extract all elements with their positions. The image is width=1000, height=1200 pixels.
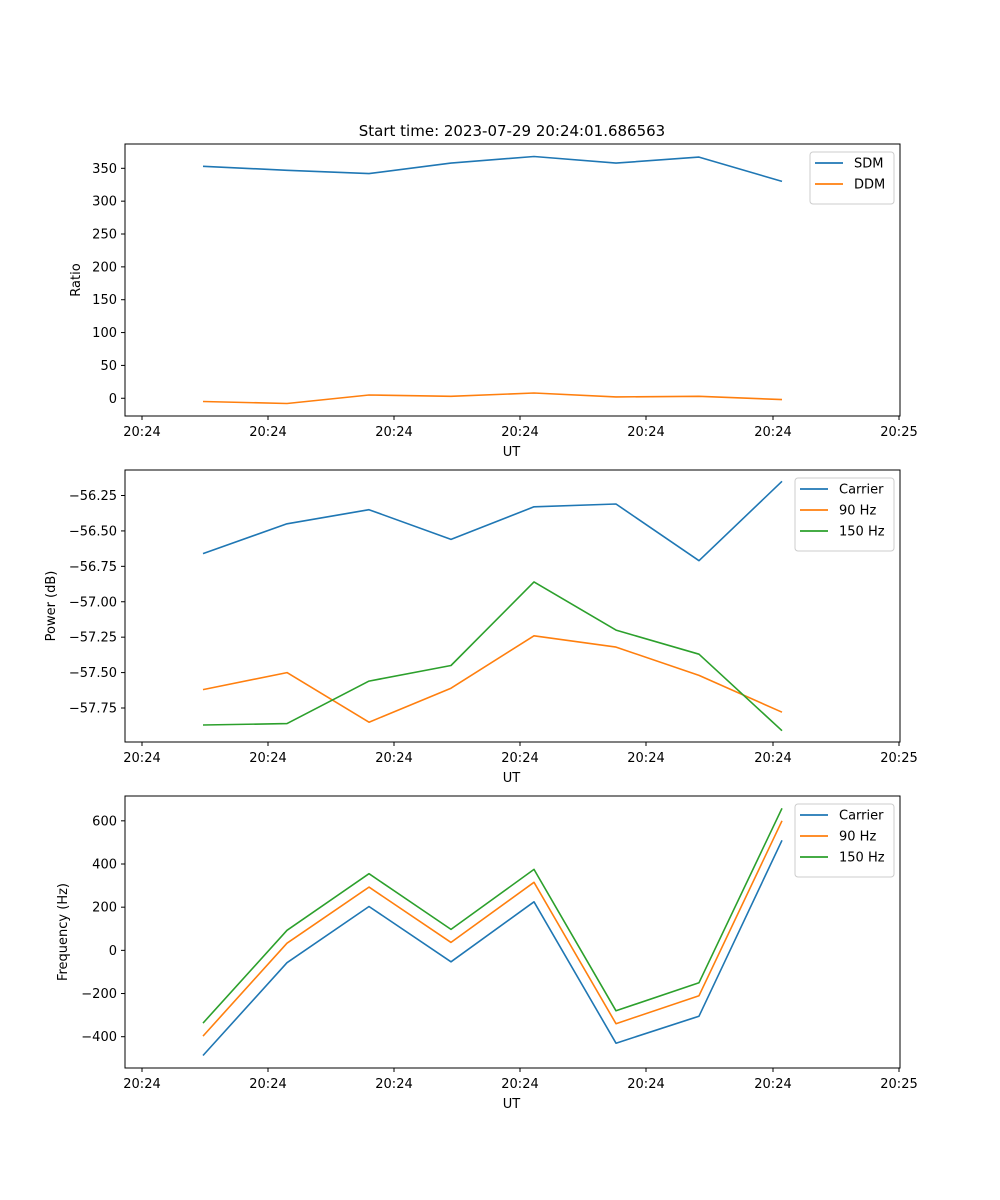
x-axis-label: UT (503, 445, 521, 460)
y-tick-label: −57.50 (69, 666, 117, 681)
legend-entry: SDM (854, 157, 883, 172)
y-tick-label: −57.25 (69, 631, 117, 646)
legend: Carrier 90 Hz 150 Hz (794, 477, 895, 552)
legend-entry: 150 Hz (839, 525, 885, 540)
series-line-ddm (202, 392, 783, 405)
y-tick-label: −56.50 (69, 524, 117, 539)
series-line-sdm (202, 155, 783, 183)
legend-entry: Carrier (839, 809, 884, 824)
x-tick-label: 20:25 (880, 425, 917, 440)
legend-entry: 150 Hz (839, 851, 885, 866)
subplot-1: 20:24 20:24 20:24 20:24 20:24 20:24 20:25 0 50 10… (69, 143, 918, 460)
x-tick-label: 20:24 (249, 751, 286, 766)
series-line-carrier (202, 839, 783, 1057)
x-tick-label: 20:24 (375, 425, 412, 440)
x-tick-label: 20:24 (375, 751, 412, 766)
x-tick-label: 20:24 (501, 1077, 538, 1092)
x-tick-label: 20:24 (754, 1077, 791, 1092)
legend-entry: DDM (854, 178, 885, 193)
x-tick-label: 20:24 (501, 751, 538, 766)
x-tick-label: 20:25 (880, 751, 917, 766)
series-line-carrier (202, 480, 783, 562)
y-tick-label: 400 (92, 858, 117, 873)
axes-frame (124, 469, 901, 743)
y-tick-label: −57.00 (69, 595, 117, 610)
legend-box (809, 151, 895, 205)
x-tick-label: 20:25 (880, 1077, 917, 1092)
x-tick-label: 20:24 (627, 751, 664, 766)
subplot-2: 20:24 20:24 20:24 20:24 20:24 20:24 20:25 −57.7… (44, 469, 918, 786)
y-tick-label: 300 (92, 195, 117, 210)
y-tick-label: −56.75 (69, 560, 117, 575)
y-tick-label: −57.75 (69, 702, 117, 717)
x-tick-label: 20:24 (375, 1077, 412, 1092)
x-tick-label: 20:24 (627, 425, 664, 440)
x-tick-label: 20:24 (123, 751, 160, 766)
legend-entry: 90 Hz (839, 830, 876, 845)
y-tick-label: 200 (92, 901, 117, 916)
x-axis-label: UT (503, 1097, 521, 1112)
x-tick-label: 20:24 (754, 425, 791, 440)
legend-box (794, 803, 895, 878)
y-axis-label: Frequency (Hz) (56, 883, 71, 981)
y-tick-label: 0 (109, 944, 117, 959)
series-line-90-hz (202, 820, 783, 1037)
y-tick-label: 0 (109, 392, 117, 407)
axes-frame (124, 143, 901, 417)
x-tick-label: 20:24 (123, 425, 160, 440)
plots-container: 20:24 20:24 20:24 20:24 20:24 20:24 20:25 0 50 10… (44, 143, 918, 1112)
y-tick-label: 250 (92, 228, 117, 243)
x-tick-label: 20:24 (123, 1077, 160, 1092)
y-tick-label: 600 (92, 814, 117, 829)
legend-entry: Carrier (839, 483, 884, 498)
y-axis-label: Power (dB) (44, 571, 59, 642)
y-tick-label: 200 (92, 260, 117, 275)
series-line-150-hz (202, 807, 783, 1024)
x-tick-label: 20:24 (249, 1077, 286, 1092)
legend: Carrier 90 Hz 150 Hz (794, 803, 895, 878)
x-tick-label: 20:24 (501, 425, 538, 440)
y-tick-label: −56.25 (69, 489, 117, 504)
chart-title: Start time: 2023-07-29 20:24:01.686563 (359, 122, 665, 140)
y-tick-label: 100 (92, 326, 117, 341)
x-tick-label: 20:24 (627, 1077, 664, 1092)
series-line-90-hz (202, 634, 783, 724)
legend-entry: 90 Hz (839, 504, 876, 519)
legend: SDM DDM (809, 151, 895, 205)
y-tick-label: 150 (92, 293, 117, 308)
x-axis-label: UT (503, 771, 521, 786)
axes-frame (124, 795, 901, 1069)
legend-box (794, 477, 895, 552)
series-line-150-hz (202, 581, 783, 732)
y-tick-label: −400 (81, 1030, 117, 1045)
x-tick-label: 20:24 (754, 751, 791, 766)
subplot-3: 20:24 20:24 20:24 20:24 20:24 20:24 20:25 −400 −… (56, 795, 918, 1112)
y-tick-label: 50 (100, 359, 117, 374)
x-tick-label: 20:24 (249, 425, 286, 440)
y-tick-label: 350 (92, 162, 117, 177)
y-axis-label: Ratio (69, 263, 84, 296)
y-tick-label: −200 (81, 987, 117, 1002)
